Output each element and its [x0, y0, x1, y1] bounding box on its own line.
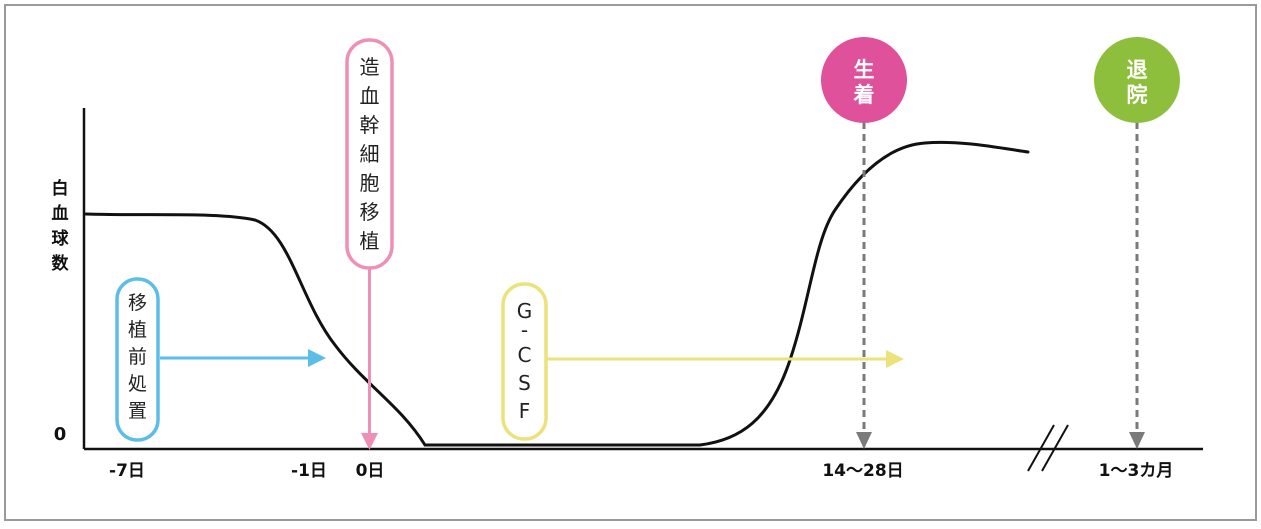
y-label-char-4: 数 — [52, 253, 70, 274]
engraftment-char-2: 着 — [853, 83, 875, 107]
gcsf-arrow — [547, 350, 904, 368]
transplant-char-6: 移 — [360, 200, 380, 224]
transplant-arrow — [361, 268, 378, 450]
pretreatment-arrow — [160, 349, 326, 367]
pretreatment-char-2: 植 — [128, 319, 147, 341]
engraftment-char-1: 生 — [854, 58, 875, 82]
pretreatment-char-3: 前 — [128, 346, 147, 368]
discharge-badge — [1094, 37, 1180, 123]
y-axis-label: 白 血 球 数 — [52, 178, 70, 274]
axis-break-mark — [1027, 424, 1069, 472]
stem-cell-transplant-label: 造 血 幹 細 胞 移 植 — [345, 38, 394, 270]
transplant-char-3: 幹 — [360, 113, 380, 137]
gcsf-char-1: G — [517, 299, 533, 323]
gcsf-char-2: - — [521, 318, 528, 342]
pretreatment-char-4: 処 — [128, 373, 147, 395]
gcsf-label: G - C S F — [501, 282, 548, 441]
transplant-char-2: 血 — [360, 84, 380, 108]
wbc-curve — [84, 140, 1030, 447]
pretreatment-label: 移 植 前 処 置 — [115, 277, 160, 442]
transplant-char-5: 胞 — [360, 171, 380, 195]
gcsf-char-4: S — [518, 371, 531, 395]
gcsf-char-3: C — [518, 343, 532, 367]
x-tick-minus7: -7日 — [109, 461, 145, 481]
y-zero-label: 0 — [54, 424, 67, 445]
y-label-char-1: 白 — [52, 178, 69, 199]
x-tick-minus1: -1日 — [291, 461, 327, 481]
discharge-char-2: 院 — [1127, 83, 1148, 107]
y-label-char-2: 血 — [52, 203, 69, 224]
discharge-char-1: 退 — [1127, 58, 1148, 82]
transplant-char-7: 植 — [360, 229, 380, 253]
transplant-char-4: 細 — [360, 142, 380, 166]
transplant-char-1: 造 — [360, 55, 380, 79]
engraftment-badge — [821, 37, 907, 123]
gcsf-char-5: F — [519, 399, 531, 423]
pretreatment-char-5: 置 — [128, 400, 147, 422]
pretreatment-char-1: 移 — [128, 292, 147, 314]
x-tick-engraftment-range: 14〜28日 — [822, 461, 903, 481]
x-tick-day0: 0日 — [356, 461, 385, 481]
discharge-marker: 退 院 — [1094, 37, 1180, 449]
outer-frame — [4, 4, 1257, 521]
x-tick-discharge-range: 1〜3カ月 — [1099, 461, 1174, 481]
y-label-char-3: 球 — [52, 229, 70, 249]
engraftment-marker: 生 着 — [821, 37, 907, 449]
